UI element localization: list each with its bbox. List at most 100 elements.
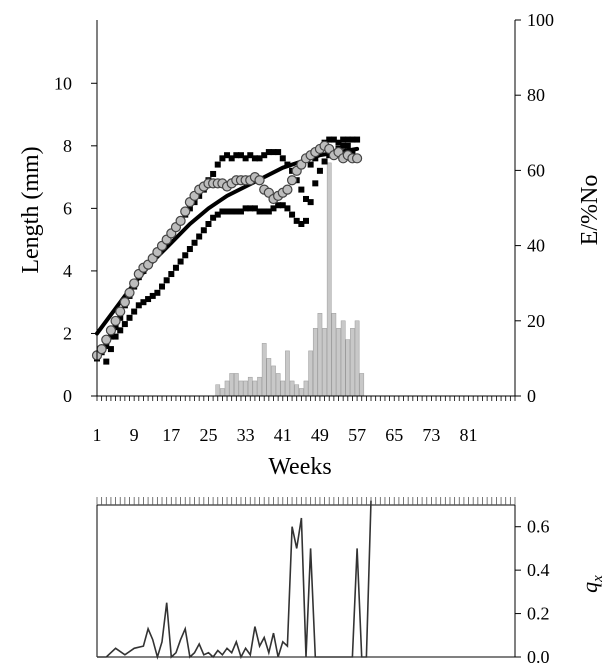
x-tick-label: 33 <box>237 425 255 445</box>
bar <box>266 358 272 397</box>
circle-point <box>175 215 186 226</box>
circle-point <box>124 287 135 298</box>
qx-y-tick-label: 0.0 <box>527 647 550 667</box>
bar <box>271 365 276 397</box>
bar <box>243 380 248 397</box>
bar <box>340 320 346 397</box>
square-point <box>107 346 114 353</box>
bar <box>350 328 355 397</box>
y2-tick-label: 60 <box>527 160 545 180</box>
bar <box>345 339 351 397</box>
x-tick-label: 57 <box>348 425 366 445</box>
square-point <box>289 211 296 218</box>
square-point <box>293 217 300 224</box>
square-point <box>321 158 328 165</box>
square-point <box>303 217 309 224</box>
bar <box>238 380 244 397</box>
x-tick-label: 41 <box>274 425 292 445</box>
square-point <box>340 142 347 149</box>
square-point <box>247 205 254 212</box>
y-tick-label: 2 <box>63 323 72 343</box>
square-point <box>224 152 231 159</box>
square-point <box>261 208 268 215</box>
square-point <box>340 136 347 143</box>
bar <box>261 343 267 397</box>
bar <box>257 376 262 397</box>
circle-point <box>254 175 265 186</box>
square-point <box>344 136 351 143</box>
circle-point <box>115 306 126 317</box>
y2-axis-title: E/%No <box>577 175 603 246</box>
square-point <box>312 180 319 187</box>
square-point <box>214 211 221 218</box>
qx-y-tick-label: 0.6 <box>527 517 550 537</box>
bar <box>317 313 323 397</box>
square-point <box>159 283 166 290</box>
x-tick-label: 25 <box>199 425 217 445</box>
bar <box>224 380 230 397</box>
bar <box>215 384 221 397</box>
bar <box>275 373 281 397</box>
qx-y-tick-label: 0.2 <box>527 604 550 624</box>
square-point <box>251 205 258 212</box>
square-point <box>242 155 249 162</box>
square-point <box>112 333 119 340</box>
bar <box>294 384 300 397</box>
x-tick-label: 9 <box>130 425 139 445</box>
bar <box>308 350 313 397</box>
y-tick-label: 0 <box>63 386 72 406</box>
square-point <box>270 205 277 212</box>
square-point <box>182 252 189 259</box>
square-point <box>233 208 240 215</box>
square-point <box>126 314 133 321</box>
x-tick-label: 73 <box>422 425 440 445</box>
square-point <box>284 205 291 212</box>
circle-point <box>110 315 121 327</box>
square-point <box>312 155 319 162</box>
bar <box>322 328 327 397</box>
square-point <box>303 195 309 202</box>
square-point <box>261 152 268 159</box>
x-tick-label: 1 <box>93 425 102 445</box>
square-point <box>163 277 170 284</box>
square-point <box>349 149 356 156</box>
qx-axis-title: qx <box>577 575 606 593</box>
square-point <box>112 324 119 331</box>
square-point <box>265 208 272 215</box>
square-point <box>205 221 212 227</box>
bar <box>299 388 304 397</box>
bar <box>247 376 253 397</box>
circle-point <box>351 153 363 164</box>
bottom-axes: 0.0 0.2 0.4 0.6 <box>96 497 550 667</box>
y2-tick-label: 40 <box>527 236 545 256</box>
square-point <box>298 186 305 193</box>
square-point <box>145 296 152 303</box>
circle-marker-series <box>91 140 363 361</box>
bar <box>331 313 337 397</box>
circle-point <box>129 278 140 289</box>
square-point <box>228 155 235 162</box>
square-point <box>117 314 124 321</box>
square-point <box>219 155 226 162</box>
square-point <box>330 136 337 143</box>
square-point <box>131 308 138 315</box>
square-point <box>307 199 314 206</box>
square-point <box>298 221 305 227</box>
square-point <box>117 327 124 334</box>
square-point <box>284 161 291 168</box>
square-point <box>228 208 235 215</box>
square-point <box>107 333 114 340</box>
square-point <box>307 161 314 168</box>
bar <box>326 162 332 397</box>
bar <box>354 320 360 397</box>
square-point <box>256 208 263 215</box>
y-tick-label: 4 <box>63 261 72 281</box>
circle-point <box>119 297 130 308</box>
y-axis-title: Length (mm) <box>18 146 44 273</box>
bar <box>280 380 286 397</box>
bar <box>336 328 341 397</box>
bar <box>359 373 365 397</box>
y-tick-label: 8 <box>63 136 72 156</box>
square-point <box>196 233 203 240</box>
